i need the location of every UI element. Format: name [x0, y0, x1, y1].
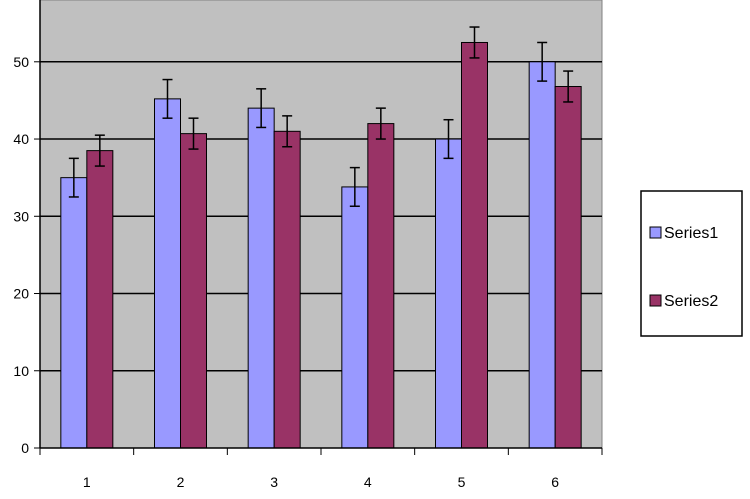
bar-series1-5 — [435, 138, 462, 449]
legend-box — [640, 190, 743, 337]
y-tick-label: 40 — [13, 131, 29, 147]
bar-series2-5 — [461, 41, 488, 449]
legend-label-series2: Series2 — [664, 293, 718, 310]
y-tick-label: 10 — [13, 363, 29, 379]
legend: Series1 Series2 — [640, 190, 743, 337]
bar-series2-6 — [554, 86, 582, 449]
y-tick-label: 0 — [21, 440, 29, 456]
bar-series1-1 — [60, 177, 88, 449]
x-tick-label: 3 — [270, 474, 278, 490]
y-tick-label: 30 — [13, 208, 29, 224]
x-tick-label: 1 — [83, 474, 91, 490]
gridlines — [40, 61, 602, 372]
bar-series1-4 — [341, 186, 369, 449]
x-tick-label: 2 — [177, 474, 185, 490]
bar-series2-1 — [86, 150, 114, 449]
bar-series1-6 — [528, 61, 556, 449]
bar-series2-4 — [367, 123, 395, 449]
y-tick-label: 20 — [13, 286, 29, 302]
bar-series1-2 — [154, 98, 181, 449]
bar-series2-3 — [273, 130, 301, 449]
y-tick-label: 50 — [13, 54, 29, 70]
x-axis-ticks: 1 2 3 4 5 6 — [39, 448, 603, 490]
x-tick-label: 6 — [551, 474, 559, 490]
error-bars — [68, 26, 574, 207]
plot-area — [39, 0, 603, 449]
bar-series2-2 — [180, 133, 207, 449]
legend-swatch-series2 — [649, 294, 662, 307]
bars — [60, 41, 582, 449]
legend-swatch-series1 — [649, 226, 662, 239]
x-tick-label: 5 — [458, 474, 466, 490]
bar-series1-3 — [247, 107, 275, 449]
x-tick-label: 4 — [364, 474, 372, 490]
y-axis-ticks: 0 10 20 30 40 50 — [13, 54, 40, 456]
legend-label-series1: Series1 — [664, 225, 718, 242]
